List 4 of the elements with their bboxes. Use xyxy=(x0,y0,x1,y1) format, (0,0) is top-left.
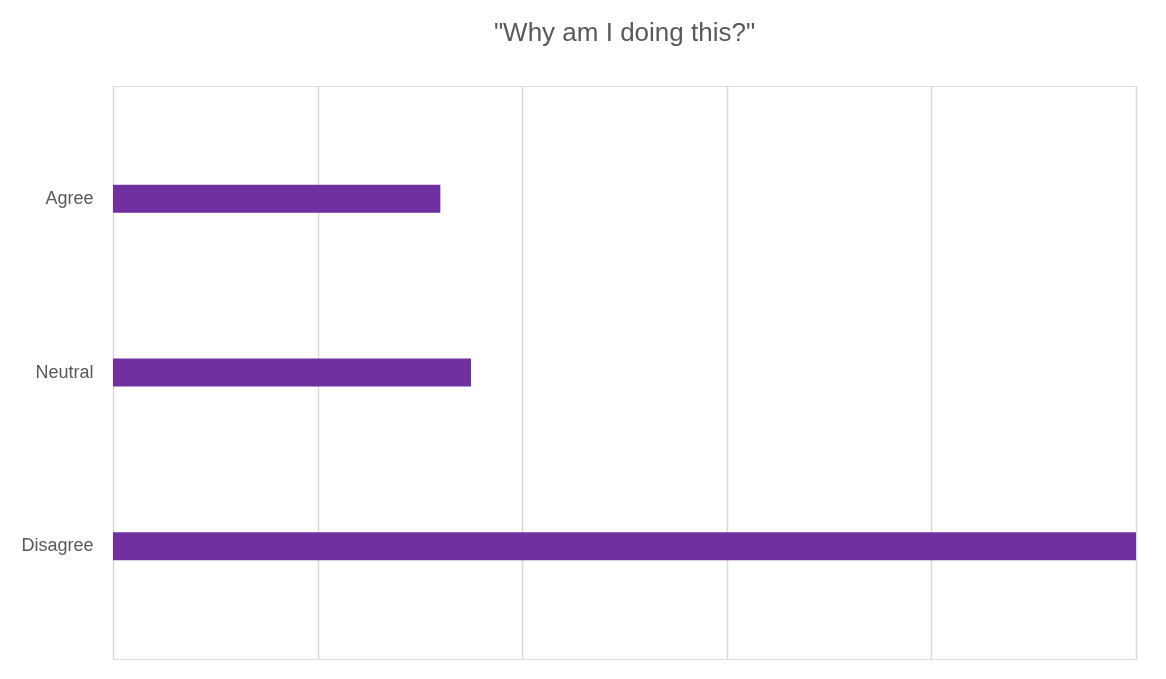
y-tick-label: Agree xyxy=(45,187,94,208)
y-tick-label: Neutral xyxy=(35,361,94,382)
y-tick-label: Disagree xyxy=(21,535,94,556)
chart-title: "Why am I doing this?" xyxy=(493,17,756,47)
